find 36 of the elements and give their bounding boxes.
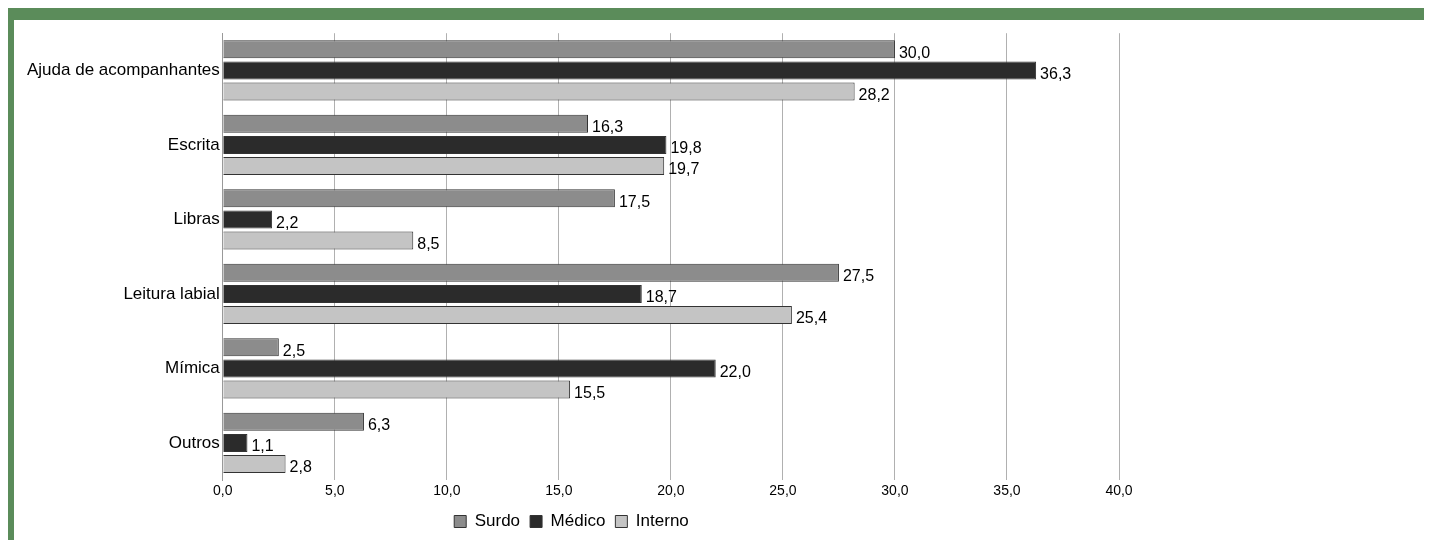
x-tick-label: 0,0 [213, 482, 233, 499]
data-label: 2,5 [282, 341, 306, 359]
x-tick-label: 40,0 [1105, 482, 1133, 499]
y-tick-label: Mímica [165, 358, 221, 378]
data-label: 28,2 [858, 85, 890, 103]
x-tick-label: 10,0 [433, 482, 461, 499]
x-tick-label: 15,0 [545, 482, 573, 499]
data-label: 6,3 [367, 416, 391, 434]
data-label: 2,2 [276, 213, 299, 231]
data-label: 25,4 [795, 309, 828, 327]
data-label: 22,0 [719, 362, 751, 380]
data-label: 8,5 [417, 234, 440, 252]
data-label: 27,5 [842, 267, 875, 285]
y-tick-label: Ajuda de acompanhantes [27, 60, 220, 80]
legend-label: Interno [635, 511, 689, 531]
y-tick-label: Libras [173, 209, 220, 229]
data-label: 30,0 [898, 43, 931, 61]
x-tick-label: 30,0 [881, 482, 909, 499]
data-label: 15,5 [574, 383, 606, 401]
x-tick-label: 25,0 [769, 482, 797, 499]
y-tick-label: Leitura labial [123, 283, 220, 303]
data-label: 36,3 [1040, 64, 1072, 82]
legend-label: Surdo [474, 511, 521, 531]
x-tick-label: 20,0 [657, 482, 685, 499]
x-tick-label: 5,0 [325, 482, 345, 499]
data-label: 19,7 [668, 160, 700, 178]
data-label: 2,8 [289, 458, 312, 476]
legend-label: Médico [550, 511, 606, 531]
data-label: 1,1 [251, 437, 274, 455]
y-tick-label: Outros [168, 432, 220, 452]
y-tick-label: Escrita [167, 134, 221, 154]
data-label: 18,7 [645, 288, 678, 306]
data-label: 19,8 [670, 139, 702, 157]
data-label: 17,5 [618, 192, 651, 210]
x-tick-label: 35,0 [993, 482, 1021, 499]
data-label: 16,3 [592, 118, 624, 136]
